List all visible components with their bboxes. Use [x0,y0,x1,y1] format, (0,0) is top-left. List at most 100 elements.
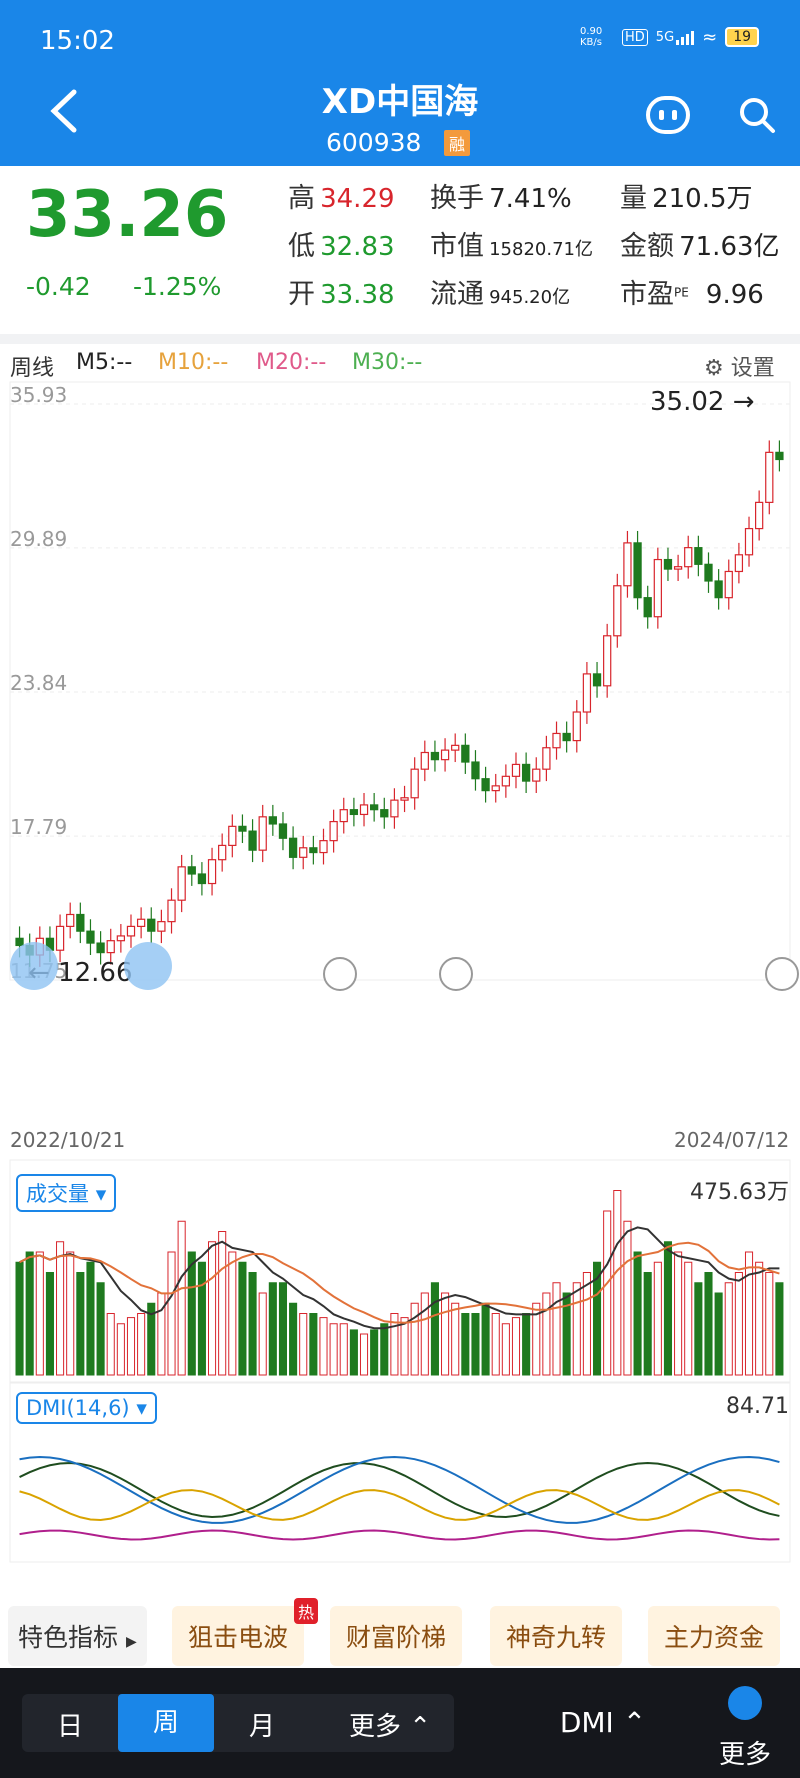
candle-body [55,925,65,951]
candle-body [116,935,126,942]
robot-assistant-icon[interactable] [646,96,690,134]
candle-body [552,732,561,749]
volume-bar [137,1313,146,1376]
hd-icon: HD [622,28,648,46]
candle-body [582,673,592,713]
dmi-max: 84.71 [726,1394,789,1419]
tool-main-capital[interactable]: 主力资金 [648,1606,781,1666]
featured-indicators-button[interactable]: 特色指标 ▶ [8,1606,147,1666]
volume-bar [238,1261,247,1376]
volume-bar [542,1292,551,1376]
candle-body [278,823,288,839]
indicator-switch[interactable]: DMI ⌃ [559,1706,647,1739]
candle-body [755,501,764,530]
candle-body [197,873,207,885]
candle-body [238,825,247,832]
dmi-adxr-line [19,1529,780,1541]
tab-day[interactable]: 日 [56,1712,83,1742]
stat-turnover: 换手 7.41% [430,183,572,214]
volume-bar [451,1302,460,1376]
volume-bar [15,1261,24,1376]
volume-bar [633,1251,642,1376]
search-icon[interactable] [738,96,776,134]
candle-body [207,859,217,885]
volume-bar [278,1282,288,1376]
volume-bar [623,1220,632,1376]
candle-body [187,866,196,875]
volume-bar [197,1261,206,1376]
quote-panel [0,166,800,334]
tool-wealth-ladder[interactable]: 财富阶梯 [330,1606,463,1666]
volume-bar [491,1313,500,1376]
candle-body [734,554,744,573]
tool-magic-nine[interactable]: 神奇九转 [490,1606,623,1666]
feature-toolbar: 特色指标 ▶ 狙击电波 热 财富阶梯 神奇九转 主力资金 [0,1594,800,1668]
expand-icon [124,942,172,990]
candle-body [86,930,95,944]
ma5-label: M5:-- [76,350,133,375]
candle-body [765,451,774,503]
tool-sniper-wave[interactable]: 狙击电波 [172,1606,305,1666]
candle-body [380,809,389,818]
volume-bar [106,1313,115,1376]
period-segment [22,1694,454,1752]
stat-float-cap: 流通 945.20亿 [430,279,571,310]
volume-bar [552,1282,561,1376]
candle-body [481,778,490,792]
price-change: -0.42 [26,272,91,301]
volume-bar [309,1313,318,1376]
volume-max: 475.63万 [690,1180,789,1205]
candle-body [592,673,602,687]
event-marker-icon [765,957,799,991]
candle-body [309,847,318,854]
volume-bar [25,1251,34,1376]
volume-bar [228,1251,237,1376]
more-menu-label[interactable]: 更多 [718,1740,771,1770]
volume-bar [481,1302,490,1376]
candle-body [319,840,328,854]
tab-week[interactable]: 周 [118,1694,214,1752]
candle-body [299,847,308,858]
price-change-pct: -1.25% [133,272,222,301]
tab-more-periods[interactable]: 更多 ⌃ [348,1712,432,1742]
status-time: 15:02 [40,26,115,56]
candle-body [663,558,673,570]
battery-icon: 19 [725,27,760,47]
settings-button[interactable]: ⚙ 设置 [704,356,775,381]
volume-bar [714,1292,723,1376]
stock-name: XD中国海 [321,82,479,122]
candle-body [359,804,369,816]
volume-bar [167,1251,176,1376]
chevron-up-icon: ⌃ [622,1706,647,1739]
price-tick-label: 23.84 [10,671,67,695]
dmi-indicator-selector[interactable]: DMI(14,6) ▾ [16,1392,157,1424]
candle-body [258,816,267,851]
volume-bar [349,1329,358,1376]
gear-icon: ⚙ [704,356,724,381]
volume-bar [744,1251,754,1376]
period-label: 周线 [10,356,55,381]
candle-body [248,830,257,851]
volume-bar [147,1302,156,1376]
volume-bar [370,1329,379,1376]
caret-right-icon: ▶ [125,1634,137,1650]
candle-body [603,635,612,687]
candle-body [684,547,693,568]
tab-month[interactable]: 月 [248,1712,275,1742]
volume-bar [289,1302,298,1376]
volume-indicator-selector[interactable]: 成交量 ▾ [16,1174,117,1212]
back-arrow-icon[interactable] [44,86,84,136]
volume-bar [248,1272,257,1376]
candle-body [511,763,521,777]
volume-panel-frame [9,1159,791,1384]
volume-bar [380,1323,389,1376]
volume-bar [704,1272,713,1376]
hot-badge: 热 [294,1598,319,1624]
stat-volume: 量 210.5万 [620,183,753,214]
candle-body [420,751,429,770]
more-menu-icon[interactable] [728,1686,762,1720]
candle-body [613,585,622,637]
chevron-up-icon: ⌃ [409,1712,432,1742]
volume-bar [66,1251,75,1376]
